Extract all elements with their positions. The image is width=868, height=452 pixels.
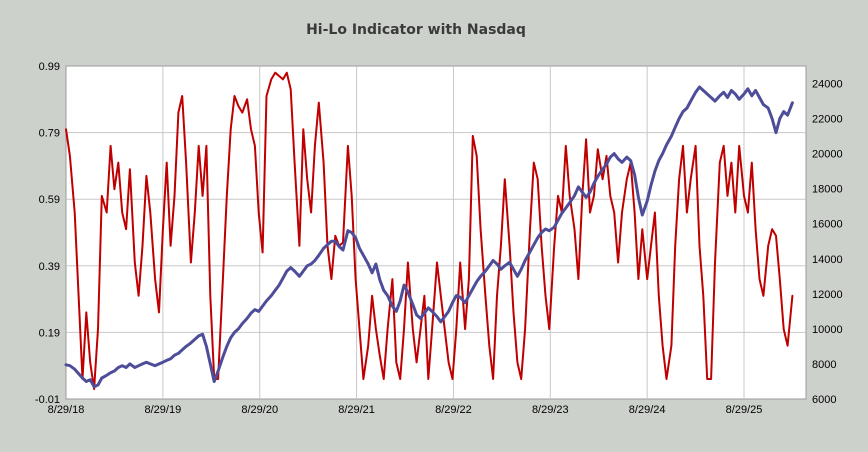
x-tick-label: 8/29/20 [241, 404, 278, 416]
x-tick-label: 8/29/25 [726, 404, 763, 416]
left-tick-label: 0.79 [39, 128, 60, 140]
x-tick-label: 8/29/18 [48, 404, 85, 416]
right-tick-label: 12000 [812, 289, 843, 301]
right-tick-label: 6000 [812, 394, 836, 406]
left-tick-label: 0.99 [39, 61, 60, 73]
x-tick-label: 8/29/23 [532, 404, 569, 416]
right-tick-label: 10000 [812, 324, 843, 336]
x-tick-label: 8/29/21 [338, 404, 375, 416]
x-tick-label: 8/29/19 [145, 404, 182, 416]
plot-area [65, 65, 807, 400]
nasdaq-series-line [64, 85, 794, 389]
left-tick-label: 0.19 [39, 327, 60, 339]
chart-title: Hi-Lo Indicator with Nasdaq [306, 22, 526, 38]
x-tick-label: 8/29/24 [629, 404, 666, 416]
left-tick-label: 0.59 [39, 194, 60, 206]
right-tick-label: 20000 [812, 149, 843, 161]
right-tick-label: 16000 [812, 219, 843, 231]
left-tick-label: 0.39 [39, 261, 60, 273]
left-tick-label: -0.01 [35, 394, 60, 406]
hilo-series-line [65, 71, 794, 390]
right-tick-label: 14000 [812, 254, 843, 266]
right-tick-label: 8000 [812, 359, 836, 371]
left-axis: 0.99 0.79 0.59 0.39 0.19 -0.01 [35, 61, 60, 406]
right-tick-label: 24000 [812, 79, 843, 91]
series-group [64, 71, 794, 390]
right-tick-label: 18000 [812, 184, 843, 196]
right-tick-label: 22000 [812, 114, 843, 126]
right-axis: 24000 22000 20000 18000 16000 14000 12000 10000… [812, 79, 843, 406]
x-axis: 8/29/18 8/29/19 8/29/20 8/29/21 8/29/22 8/29/… [48, 404, 763, 416]
x-tick-label: 8/29/22 [435, 404, 472, 416]
